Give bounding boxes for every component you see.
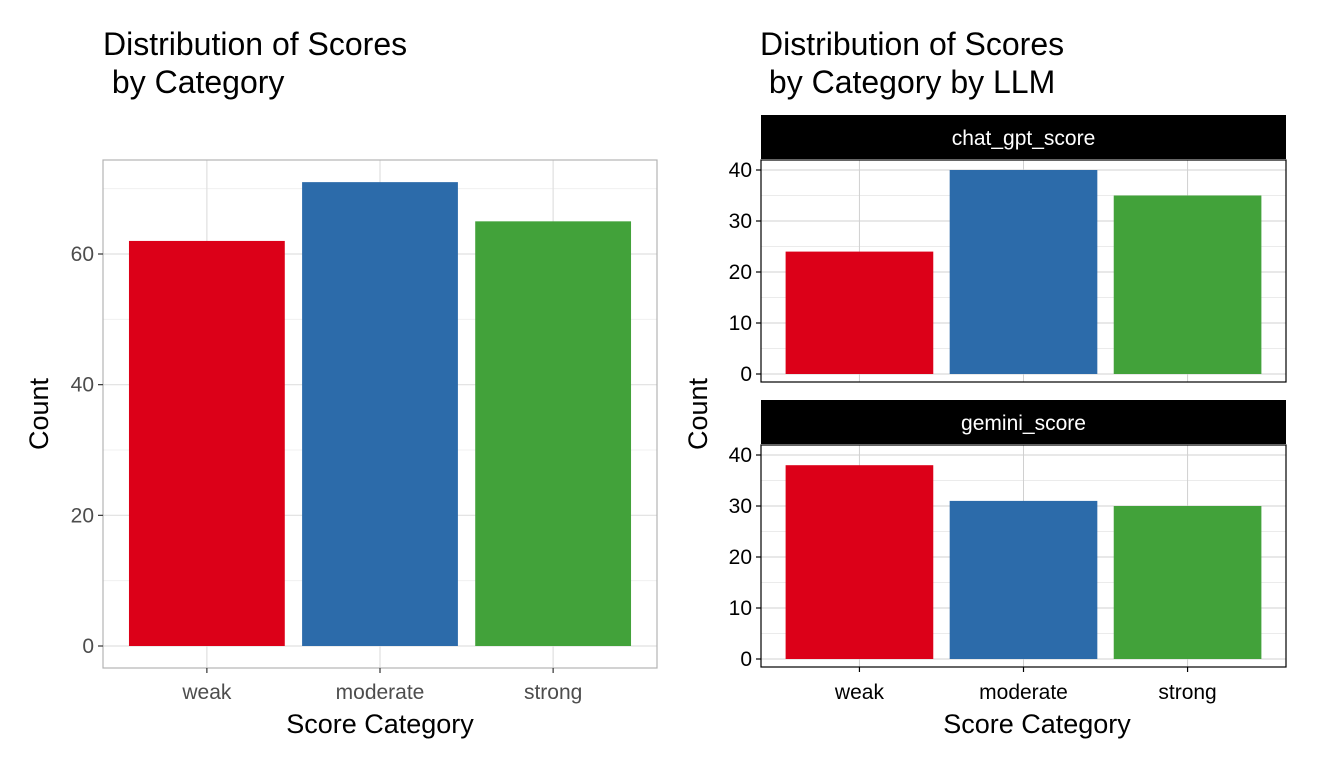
facet-strip <box>761 115 1286 159</box>
left-bars <box>128 182 632 647</box>
right-y-tick-label: 30 <box>729 495 752 518</box>
bar-chat_gpt_score-strong <box>1113 195 1262 374</box>
left-x-axis-title: Score Category <box>286 709 474 739</box>
left-y-ticks: 0 20 40 60 <box>71 243 103 658</box>
bar-chat_gpt_score-weak <box>785 251 934 374</box>
right-y-tick-label: 30 <box>729 210 752 233</box>
right-title-line1: Distribution of Scores <box>760 26 1064 62</box>
left-x-tick-label: strong <box>524 681 582 704</box>
left-x-tick-label: moderate <box>336 681 425 704</box>
left-x-ticks: weak moderate strong <box>181 668 582 704</box>
left-y-tick-label: 0 <box>82 635 94 658</box>
right-y-tick-label: 10 <box>729 597 752 620</box>
right-x-tick-label: weak <box>834 681 885 704</box>
bar-gemini_score-strong <box>1113 506 1262 659</box>
right-y-tick-label: 40 <box>729 444 752 467</box>
bar-weak <box>128 240 285 646</box>
right-y-tick-label: 20 <box>729 261 752 284</box>
right-title-line2: by Category by LLM <box>760 64 1055 100</box>
right-y-axis-title: Count <box>683 377 713 450</box>
right-chart: Distribution of Scores by Category by LL… <box>683 26 1287 739</box>
bar-chat_gpt_score-moderate <box>949 170 1098 374</box>
facet-strip-label: gemini_score <box>961 412 1086 435</box>
right-x-ticks: weak moderate strong <box>834 667 1217 704</box>
left-y-tick-label: 40 <box>71 374 94 397</box>
left-title-line1: Distribution of Scores <box>103 26 407 62</box>
facet-gemini_score: gemini_score 0 10 20 30 40 <box>729 400 1287 671</box>
facet-panel-border <box>760 159 1287 383</box>
facet-strip-label: chat_gpt_score <box>952 127 1096 150</box>
facet-chat_gpt_score: chat_gpt_score 0 10 20 30 40 <box>729 115 1287 386</box>
right-y-tick-label: 40 <box>729 159 752 182</box>
right-y-tick-label: 10 <box>729 312 752 335</box>
left-y-axis-title: Count <box>24 377 54 450</box>
right-x-tick-label: moderate <box>979 681 1068 704</box>
right-x-axis-title: Score Category <box>943 709 1131 739</box>
bar-gemini_score-weak <box>785 465 934 659</box>
bar-strong <box>475 221 632 647</box>
right-facets: chat_gpt_score 0 10 20 30 40 gemini_score 0 10 20… <box>729 115 1287 671</box>
right-x-tick-label: strong <box>1158 681 1216 704</box>
bar-gemini_score-moderate <box>949 500 1098 659</box>
left-x-tick-label: weak <box>181 681 232 704</box>
right-y-tick-label: 0 <box>740 363 752 386</box>
left-y-tick-label: 20 <box>71 504 94 527</box>
right-y-tick-label: 0 <box>740 648 752 671</box>
left-chart: Distribution of Scores by Category 0 20 40… <box>24 26 658 739</box>
left-title-line2: by Category <box>103 64 284 100</box>
facet-strip <box>761 400 1286 444</box>
right-y-tick-label: 20 <box>729 546 752 569</box>
left-y-tick-label: 60 <box>71 243 94 266</box>
bar-moderate <box>302 182 458 646</box>
